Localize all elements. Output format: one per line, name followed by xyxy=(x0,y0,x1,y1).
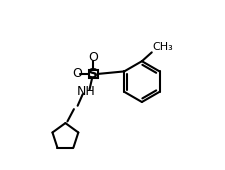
Text: O: O xyxy=(72,67,82,80)
Text: CH₃: CH₃ xyxy=(152,42,172,52)
Text: O: O xyxy=(88,51,98,64)
Text: NH: NH xyxy=(76,85,95,98)
Text: S: S xyxy=(88,67,98,81)
Bar xyxy=(89,70,97,78)
